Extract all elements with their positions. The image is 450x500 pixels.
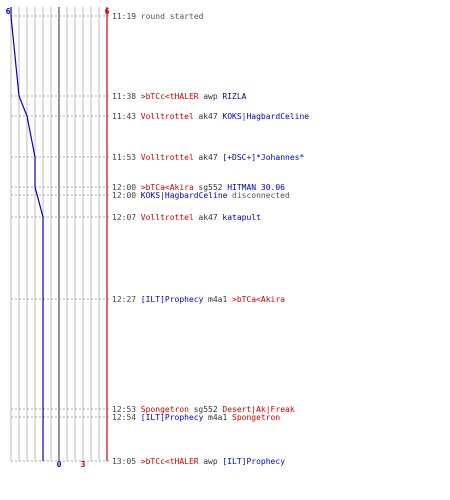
event-connectors	[11, 15, 109, 462]
event-text: Desert|Ak|Freak	[222, 405, 294, 414]
event-text: >bTCa<Akira	[141, 183, 194, 192]
event-text: KOKS|HagbardCeline	[141, 191, 228, 200]
event-text: ak47	[198, 153, 217, 162]
event-text: sg552	[198, 183, 222, 192]
event-text: Volltrottel	[141, 153, 194, 162]
blue-team-line	[10, 7, 44, 461]
event-text: HITMAN 30.06	[227, 183, 285, 192]
event-text: sg552	[194, 405, 218, 414]
event-time: 12:00	[112, 183, 136, 192]
tick-label: 0	[57, 460, 62, 469]
event-time: 12:00	[112, 191, 136, 200]
event-text: >bTCa<Akira	[232, 295, 285, 304]
event-text: [ILT]Prophecy	[141, 413, 204, 422]
event-log: 11:19 round started 11:38 >bTCc<tHALER awp RI…	[112, 12, 309, 466]
event-text: Volltrottel	[141, 213, 194, 222]
tick-label: 3	[81, 460, 86, 469]
event-text: KOKS|HagbardCeline	[222, 112, 309, 121]
tick-labels: 6 0 3 6	[6, 7, 110, 469]
event-text: awp	[203, 92, 218, 101]
event-text: Spongetron	[141, 405, 189, 414]
event-text: [ILT]Prophecy	[141, 295, 204, 304]
event-time: 11:19	[112, 12, 136, 21]
event-text: Spongetron	[232, 413, 280, 422]
event-time: 11:53	[112, 153, 136, 162]
event-time: 11:43	[112, 112, 136, 121]
series-lines	[10, 7, 108, 461]
event-text: [ILT]Prophecy	[222, 457, 285, 466]
event-time: 12:07	[112, 213, 136, 222]
event-time: 13:05	[112, 457, 136, 466]
grid	[10, 7, 108, 461]
event-time: 12:27	[112, 295, 136, 304]
tick-label: 6	[105, 7, 110, 16]
event-text: m4a1	[208, 413, 227, 422]
event-text: katapult	[222, 213, 261, 222]
event-text: ak47	[198, 112, 217, 121]
event-time: 12:53	[112, 405, 136, 414]
event-text: [+DSC+]*Johannes*	[222, 153, 304, 162]
event-text: awp	[203, 457, 218, 466]
event-text: >bTCc<tHALER	[141, 457, 199, 466]
event-text: RIZLA	[222, 92, 246, 101]
event-text: round started	[141, 12, 204, 21]
event-time: 11:38	[112, 92, 136, 101]
event-text: Volltrottel	[141, 112, 194, 121]
event-time: 12:54	[112, 413, 136, 422]
event-text: >bTCc<tHALER	[141, 92, 199, 101]
event-text: disconnected	[232, 191, 290, 200]
event-text: ak47	[198, 213, 217, 222]
tick-label: 6	[6, 7, 11, 16]
event-text: m4a1	[208, 295, 227, 304]
